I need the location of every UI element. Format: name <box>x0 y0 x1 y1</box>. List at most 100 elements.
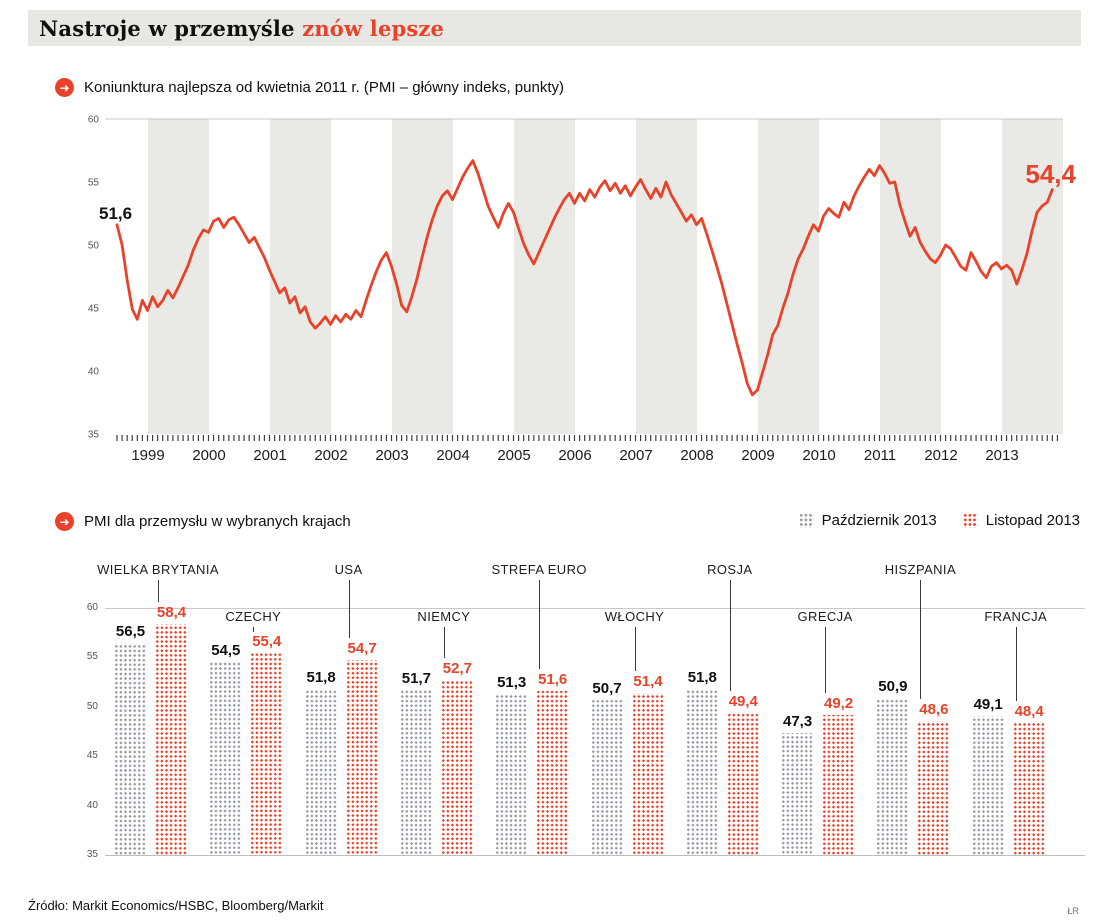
y-axis-label: 40 <box>88 367 100 378</box>
y-axis-label: 45 <box>86 750 98 762</box>
y-axis-label: 50 <box>88 241 100 252</box>
y-axis-label: 55 <box>86 651 98 663</box>
x-axis-year: 1999 <box>131 447 164 464</box>
legend-label-october: Październik 2013 <box>821 512 937 529</box>
country-label: GRECJA <box>797 609 853 624</box>
bar-october <box>685 689 719 855</box>
bar-october <box>495 693 529 855</box>
value-label-october: 54,5 <box>211 642 241 660</box>
x-axis-year: 2009 <box>741 447 774 464</box>
year-band <box>636 119 697 434</box>
y-axis-label: 55 <box>88 178 100 189</box>
x-axis-year: 2005 <box>497 447 530 464</box>
x-axis-year: 2013 <box>985 447 1018 464</box>
value-label-october: 50,9 <box>878 677 908 695</box>
value-label-november: 51,6 <box>538 670 568 688</box>
value-label-october: 51,3 <box>497 673 527 691</box>
country-leader-line <box>634 627 636 671</box>
year-band <box>514 119 575 434</box>
line-chart-header: ➜ Koniunktura najlepsza od kwietnia 2011… <box>55 78 564 97</box>
country-leader-line <box>920 580 922 699</box>
bar-october <box>971 715 1005 855</box>
x-axis-year: 2004 <box>436 447 469 464</box>
value-label-november: 49,2 <box>823 694 854 712</box>
y-axis-label: 35 <box>86 849 98 860</box>
page-title-black: Nastroje w przemyśle <box>39 15 303 41</box>
country-leader-line <box>348 580 350 639</box>
country-leader-line <box>158 580 159 602</box>
november-dots-swatch-icon <box>962 513 978 528</box>
x-axis-year: 2000 <box>192 447 225 464</box>
value-label-october: 56,5 <box>115 622 146 640</box>
line-chart-title: Koniunktura najlepsza od kwietnia 2011 r… <box>84 79 564 96</box>
country-label: HISZPANIA <box>884 562 957 577</box>
value-label-november: 54,7 <box>347 640 377 658</box>
value-label-november: 58,4 <box>156 603 187 621</box>
bar-october <box>209 662 243 855</box>
bar-november <box>726 712 760 855</box>
value-label-november: 52,7 <box>442 660 472 678</box>
value-label-november: 48,6 <box>919 700 949 718</box>
y-axis-label: 60 <box>88 115 100 126</box>
top-gridline <box>105 608 1085 609</box>
x-axis-year: 2003 <box>375 447 408 464</box>
year-band <box>270 119 331 434</box>
year-band <box>148 119 209 434</box>
country-leader-line <box>443 627 445 659</box>
x-axis-year: 2001 <box>253 447 286 464</box>
source-note: Źródło: Markit Economics/HSBC, Bloomberg… <box>28 898 324 913</box>
bar-november <box>440 680 474 855</box>
page-title-red: znów lepsze <box>302 15 445 41</box>
bar-november <box>345 660 379 855</box>
year-band <box>1002 119 1063 434</box>
country-leader-line <box>253 627 255 632</box>
bar-october <box>876 697 910 855</box>
y-axis-label: 40 <box>86 799 98 811</box>
country-label: ROSJA <box>707 562 753 577</box>
year-band <box>392 119 453 434</box>
october-dots-swatch-icon <box>798 513 814 528</box>
legend-item-november: Listopad 2013 <box>962 512 1080 529</box>
pmi-line-chart: 60 55 50 45 40 35 1999 2000 2001 2002 2003 2004 2005… <box>88 115 1077 465</box>
legend-label-november: Listopad 2013 <box>985 512 1080 529</box>
bar-november <box>917 720 951 855</box>
bar-october <box>590 699 624 855</box>
y-axis-label: 45 <box>88 304 100 315</box>
x-axis-year: 2007 <box>619 447 652 464</box>
bar-november <box>1012 722 1046 855</box>
value-label-october: 47,3 <box>782 713 813 731</box>
value-label-october: 51,7 <box>401 670 431 687</box>
country-leader-line <box>729 580 731 691</box>
country-label: FRANCJA <box>984 609 1048 624</box>
value-label-october: 51,8 <box>687 669 717 687</box>
legend-item-october: Październik 2013 <box>798 512 937 529</box>
country-label: STREFA EURO <box>491 562 587 577</box>
x-axis-year: 2011 <box>864 447 896 464</box>
x-axis-year: 2008 <box>680 447 713 464</box>
country-label: WIELKA BRYTANIA <box>97 562 219 577</box>
credit-initials: ŁR <box>1067 906 1079 916</box>
legend: Październik 2013 Listopad 2013 <box>798 512 1080 529</box>
bar-october <box>399 690 433 855</box>
value-label-november: 48,4 <box>1014 702 1044 720</box>
value-label-october: 49,1 <box>973 695 1003 713</box>
bar-october <box>781 733 815 855</box>
end-value-label: 54,4 <box>1025 159 1076 189</box>
pmi-line-series <box>115 159 1054 397</box>
x-axis-year: 2006 <box>558 447 591 464</box>
bar-november <box>822 714 856 855</box>
bar-november <box>155 623 188 855</box>
country-label: NIEMCY <box>417 609 471 624</box>
y-axis-label: 50 <box>86 700 98 712</box>
page-title: Nastroje w przemyśle znów lepsze <box>39 16 444 41</box>
country-leader-line <box>825 627 827 693</box>
baseline <box>105 855 1085 856</box>
y-axis-label: 35 <box>88 430 100 441</box>
bar-november <box>631 692 665 855</box>
country-leader-line <box>539 580 541 669</box>
bar-chart-title: PMI dla przemysłu w wybranych krajach <box>84 513 351 530</box>
x-axis-year: 2002 <box>314 447 347 464</box>
country-label: CZECHY <box>225 609 282 624</box>
